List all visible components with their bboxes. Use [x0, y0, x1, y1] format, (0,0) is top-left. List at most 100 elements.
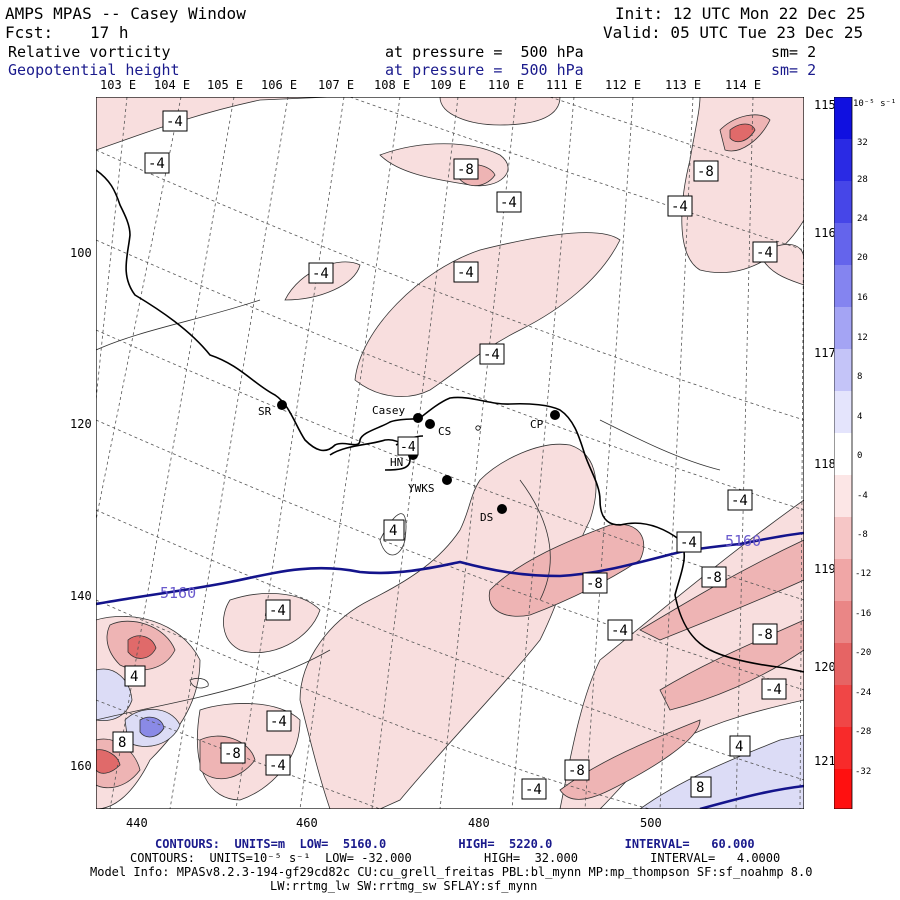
colorbar-tick: 28	[857, 175, 868, 185]
y-axis-label: 140	[70, 589, 92, 603]
contour-label: -8	[752, 623, 778, 645]
colorbar-tick: 4	[857, 412, 863, 422]
contour-label: -4	[144, 152, 170, 174]
lon-label-top: 111 E	[546, 78, 583, 92]
colorbar-tick: -28	[855, 727, 872, 737]
station-label-cp: CP	[530, 418, 544, 431]
svg-text:-4: -4	[269, 603, 286, 619]
colorbar-tick: 0	[857, 451, 863, 461]
station-label-hn: HN	[390, 456, 403, 469]
vorticity-contour-info: CONTOURS: UNITS=10⁻⁵ s⁻¹ LOW= -32.000 HI…	[130, 851, 781, 865]
station-label-cs: CS	[438, 425, 451, 438]
positive-vorticity-strong	[139, 716, 165, 738]
contour-label: -8	[582, 572, 608, 594]
height-contour-5160	[699, 784, 804, 809]
contour-label: -8	[701, 566, 727, 588]
svg-text:-4: -4	[680, 535, 697, 551]
colorbar-tick: -32	[855, 767, 872, 777]
lon-label-top: 105 E	[207, 78, 244, 92]
lon-label-top: 103 E	[100, 78, 137, 92]
contour-label: 4	[383, 519, 405, 541]
svg-text:-8: -8	[705, 570, 722, 586]
colorbar-tick: -24	[855, 688, 872, 698]
station-label-ds: DS	[480, 511, 493, 524]
lon-label-top: 104 E	[154, 78, 191, 92]
field2-level: at pressure = 500 hPa	[385, 61, 584, 79]
valid-time: Valid: 05 UTC Tue 23 Dec 25	[603, 23, 864, 42]
station-marker-ywks	[442, 475, 452, 485]
field1-smoothing: sm= 2	[771, 43, 817, 61]
y-axis-label: 120	[70, 417, 92, 431]
lon-label-top: 113 E	[665, 78, 702, 92]
colorbar-tick: 8	[857, 372, 863, 382]
svg-text:4: 4	[735, 739, 743, 755]
svg-text:-4: -4	[765, 682, 782, 698]
svg-text:-4: -4	[756, 245, 773, 261]
colorbar-tick: 16	[857, 293, 868, 303]
svg-text:-8: -8	[756, 627, 773, 643]
lon-label-top: 110 E	[488, 78, 525, 92]
lon-label-top: 108 E	[374, 78, 411, 92]
svg-text:-4: -4	[269, 758, 286, 774]
plot-title: AMPS MPAS -- Casey Window	[5, 4, 246, 23]
lon-label-top: 112 E	[605, 78, 642, 92]
x-axis-label: 440	[126, 816, 148, 830]
contour-label: -4	[496, 191, 522, 213]
contour-label: -8	[693, 160, 719, 182]
svg-text:4: 4	[389, 523, 397, 539]
contour-label: -4	[521, 778, 547, 800]
svg-text:-4: -4	[483, 347, 500, 363]
svg-text:-4: -4	[731, 493, 748, 509]
contour-label: 8	[690, 776, 712, 798]
init-time: Init: 12 UTC Mon 22 Dec 25	[615, 4, 866, 23]
station-marker-cs	[425, 419, 435, 429]
contour-label: -4	[265, 754, 291, 776]
colorbar-swatches	[834, 97, 852, 809]
station-marker-sr	[277, 400, 287, 410]
height-contour-info: CONTOURS: UNITS=m LOW= 5160.0 HIGH= 5220…	[155, 837, 755, 851]
contour-label: 4	[729, 735, 751, 757]
colorbar-tick: 24	[857, 214, 868, 224]
station-markers	[277, 400, 560, 514]
colorbar-tick: 20	[857, 253, 868, 263]
contour-label: 8	[112, 731, 134, 753]
svg-text:8: 8	[696, 780, 704, 796]
svg-text:-8: -8	[586, 576, 603, 592]
station-marker-small	[475, 425, 481, 431]
svg-text:8: 8	[118, 735, 126, 751]
lon-label-top: 114 E	[725, 78, 762, 92]
svg-text:-4: -4	[671, 199, 688, 215]
station-label-casey: Casey	[372, 404, 405, 417]
contour-label: -4	[453, 261, 479, 283]
field2-name: Geopotential height	[8, 61, 180, 79]
x-axis-label: 500	[640, 816, 662, 830]
svg-text:-8: -8	[224, 746, 241, 762]
model-info: Model Info: MPASv8.2.3-194-gf29cd82c CU:…	[90, 865, 813, 879]
x-axis-label: 460	[296, 816, 318, 830]
svg-text:-4: -4	[525, 782, 542, 798]
station-label-sr: SR	[258, 405, 272, 418]
colorbar-tick: -16	[855, 609, 872, 619]
lon-label-top: 109 E	[430, 78, 467, 92]
station-marker-cp	[550, 410, 560, 420]
contour-label: -8	[453, 158, 479, 180]
height-contour-label: 5160	[160, 584, 196, 602]
contour-label: -4	[479, 343, 505, 365]
svg-text:-4: -4	[457, 265, 474, 281]
contour-label: -4	[676, 531, 702, 553]
colorbar	[834, 97, 853, 809]
contour-label: 4	[124, 665, 146, 687]
negative-vorticity-light	[96, 97, 804, 809]
svg-text:-4: -4	[312, 266, 329, 282]
contour-label: -4	[727, 489, 753, 511]
svg-text:-4: -4	[166, 114, 183, 130]
colorbar-tick: 12	[857, 333, 868, 343]
forecast-hour: 17 h	[90, 23, 129, 42]
height-contour-label: 5160	[725, 532, 761, 550]
colorbar-tick: 32	[857, 138, 868, 148]
field1-level: at pressure = 500 hPa	[385, 43, 584, 61]
colorbar-tick: -20	[855, 648, 872, 658]
field1-name: Relative vorticity	[8, 43, 171, 61]
forecast-label: Fcst:	[5, 23, 54, 42]
y-axis-label: 100	[70, 246, 92, 260]
